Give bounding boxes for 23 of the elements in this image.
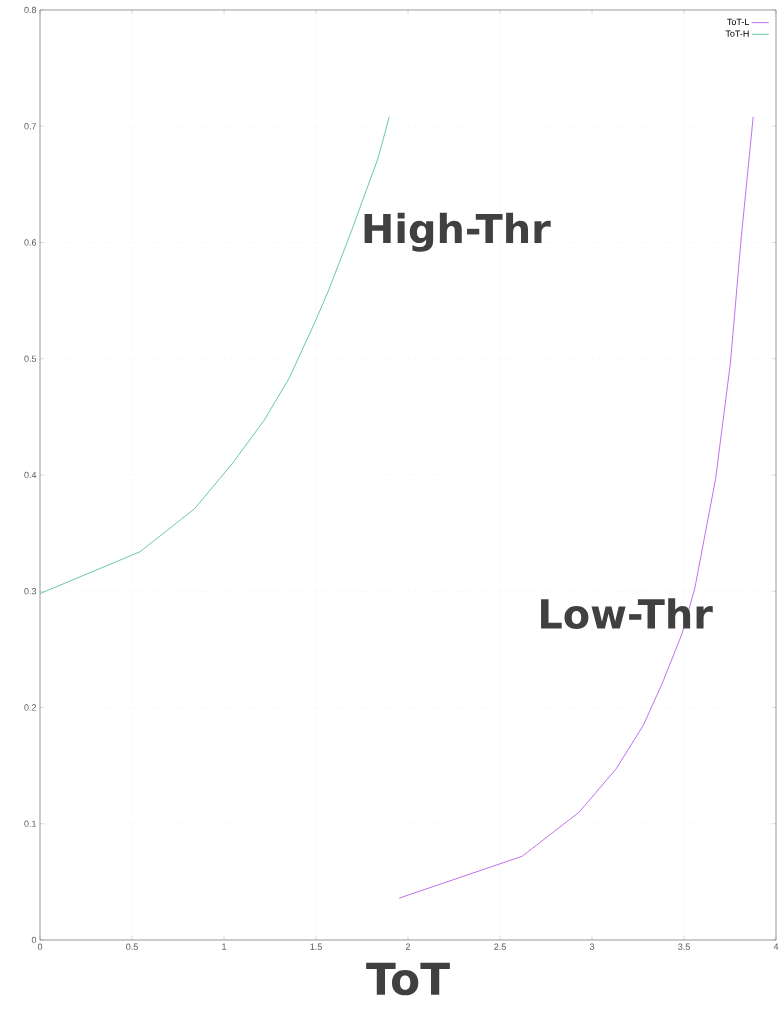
legend-label: ToT-L xyxy=(727,18,750,26)
y-tick-label: 0.7 xyxy=(24,123,37,130)
y-tick-label: 0.8 xyxy=(24,6,37,14)
y-tick-label: 0.1 xyxy=(24,820,37,827)
y-tick-label: 0.5 xyxy=(24,355,37,362)
legend-label: ToT-H xyxy=(725,30,749,37)
x-tick-label: 1 xyxy=(222,943,227,950)
x-tick-label: 2 xyxy=(406,943,411,950)
y-tick-label: 0 xyxy=(31,936,37,944)
y-tick-label: 0.3 xyxy=(24,588,37,595)
x-tick-label: 1.5 xyxy=(310,943,322,950)
x-tick-label: 2.5 xyxy=(494,943,506,950)
x-tick-label: 0 xyxy=(37,943,43,950)
x-tick-label: 4 xyxy=(773,943,779,950)
x-tick-label: 0.5 xyxy=(126,943,138,950)
annotation: Low-Thr xyxy=(541,598,713,629)
x-tick-label: 3.5 xyxy=(678,943,690,950)
y-tick-label: 0.4 xyxy=(24,471,37,479)
y-tick-label: 0.2 xyxy=(24,704,37,711)
x-axis-title: ToT xyxy=(366,962,450,996)
annotation: High-Thr xyxy=(364,212,551,252)
y-tick-label: 0.6 xyxy=(24,239,37,246)
x-tick-label: 3 xyxy=(589,943,595,950)
